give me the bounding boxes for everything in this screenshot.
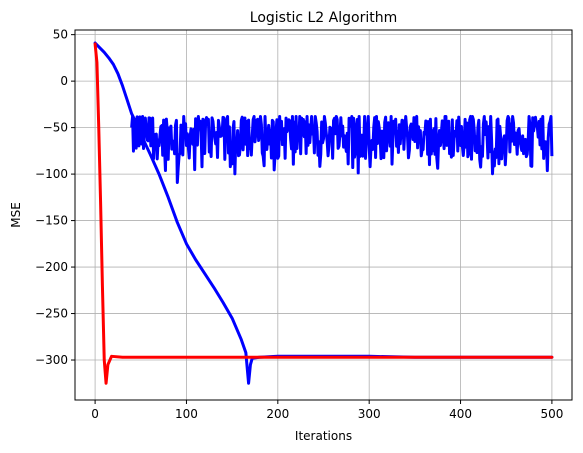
x-tick-label: 100 <box>175 407 198 421</box>
x-tick-label: 200 <box>266 407 289 421</box>
y-tick-label: −50 <box>43 121 68 135</box>
x-tick-label: 500 <box>540 407 563 421</box>
y-tick-label: −300 <box>35 353 68 367</box>
x-tick-label: 0 <box>91 407 99 421</box>
y-tick-label: 0 <box>60 74 68 88</box>
x-tick-label: 300 <box>358 407 381 421</box>
y-tick-label: −100 <box>35 167 68 181</box>
y-axis-label: MSE <box>9 202 23 228</box>
x-tick-label: 400 <box>449 407 472 421</box>
y-tick-label: −200 <box>35 260 68 274</box>
y-tick-label: −150 <box>35 214 68 228</box>
plot-background <box>75 30 572 400</box>
chart-title: Logistic L2 Algorithm <box>250 10 397 26</box>
y-axis: 50 0 −50 −100 −150 −200 −250 −300 <box>35 28 75 367</box>
x-axis-label: Iterations <box>295 429 352 443</box>
y-tick-label: 50 <box>53 28 68 42</box>
x-axis: 0 100 200 300 400 500 <box>91 400 563 421</box>
y-tick-label: −250 <box>35 307 68 321</box>
